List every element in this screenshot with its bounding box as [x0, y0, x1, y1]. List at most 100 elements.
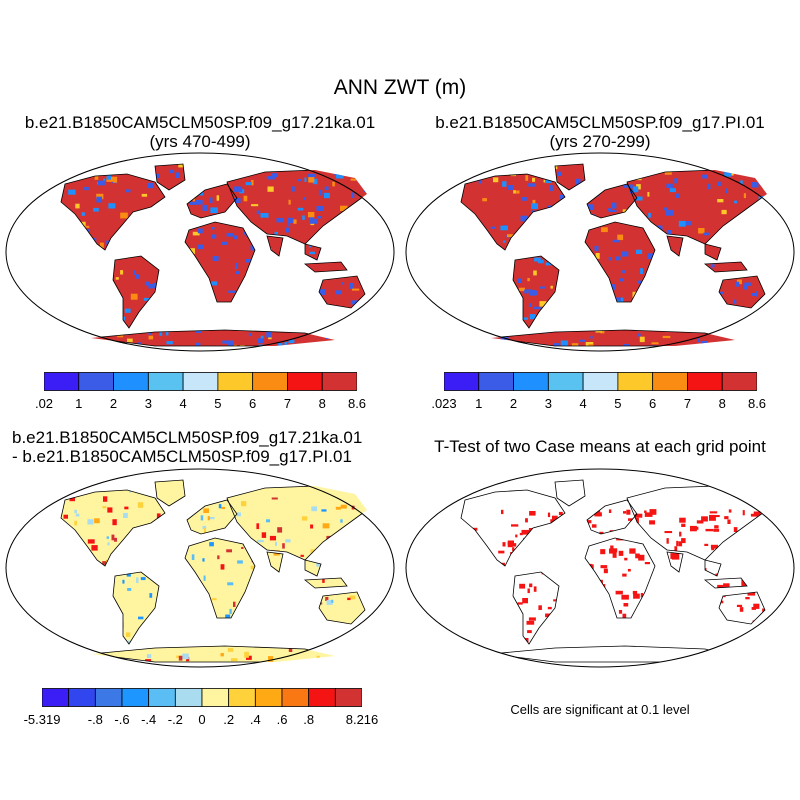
colorbar-label: 6: [249, 396, 257, 411]
colorbar-label: -.2: [167, 712, 183, 727]
colorbar-swatch: [308, 688, 336, 707]
coastline-africa: [584, 221, 656, 303]
coastline-africa: [184, 221, 256, 303]
colorbar-label: 8.216: [345, 712, 379, 727]
coastline-australia: [718, 275, 766, 309]
colorbar-label: 6: [649, 396, 657, 411]
coastline-se-asia: [304, 243, 322, 261]
map-bottom-right: [405, 468, 795, 668]
colorbar-label: 4: [179, 396, 187, 411]
colorbar-swatch: [617, 372, 654, 391]
map-border: [5, 468, 395, 668]
colorbar-label: -.6: [114, 712, 130, 727]
map-border: [405, 468, 795, 668]
colorbar-label: 7: [283, 396, 292, 411]
colorbar-label: .8: [303, 712, 315, 727]
colorbar-label: 5: [614, 396, 622, 411]
colorbar-label: 0: [198, 712, 206, 727]
colorbar-label: .6: [276, 712, 288, 727]
panel-bottom-left-title: b.e21.B1850CAM5CLM50SP.f09_g17.21ka.01: [12, 428, 363, 447]
panel-top-left-subtitle: (yrs 470-499): [149, 132, 251, 151]
coastline-se-asia: [704, 559, 722, 577]
coastline-north-america: [460, 489, 566, 567]
colorbar-swatch: [513, 372, 549, 391]
colorbar-label: -.8: [87, 712, 103, 727]
colorbar-swatch: [334, 688, 362, 707]
coastline-australia: [318, 591, 366, 625]
figure-title: ANN ZWT (m): [333, 76, 467, 99]
colorbar-label: 8.6: [747, 396, 767, 411]
colorbar-label: 2: [509, 396, 518, 411]
colorbar-top-left: [44, 372, 357, 391]
coastline-europe: [586, 183, 638, 219]
colorbar-swatch: [148, 688, 176, 707]
colorbar-swatch: [44, 372, 80, 391]
map-border: [405, 152, 795, 352]
colorbar-swatch: [147, 372, 184, 391]
colorbar-label: 3: [144, 396, 152, 411]
colorbar-swatch: [652, 372, 688, 391]
colorbar-swatch: [68, 688, 96, 707]
colorbar-swatch: [687, 372, 723, 391]
panel-top-right-title: b.e21.B1850CAM5CLM50SP.f09_g17.PI.01: [435, 113, 765, 132]
colorbar-swatch: [547, 372, 584, 391]
coastline-south-america: [512, 571, 560, 645]
coastline-north-america: [60, 489, 166, 567]
colorbar-label: -5.319: [23, 712, 61, 727]
colorbar-label: .2: [223, 712, 235, 727]
colorbar-swatch: [721, 372, 757, 391]
coastline-indonesia: [703, 261, 748, 273]
coastline-south-america: [112, 255, 160, 329]
coastline-india: [266, 235, 284, 257]
coastline-india: [266, 551, 284, 573]
colorbar-bottom-left: [42, 688, 362, 707]
colorbar-swatch: [321, 372, 357, 391]
colorbar-swatch: [582, 372, 619, 391]
colorbar-swatch: [78, 372, 114, 391]
coastline-indonesia: [703, 577, 748, 589]
colorbar-swatch: [228, 688, 256, 707]
coastline-europe: [186, 499, 238, 535]
map-bottom-left: [5, 468, 395, 668]
colorbar-label: .02: [34, 396, 54, 411]
colorbar-swatch: [121, 688, 150, 707]
coastline-greenland: [554, 163, 586, 191]
coastline-indonesia: [303, 261, 348, 273]
panel-top-right-subtitle: (yrs 270-299): [549, 132, 651, 151]
colorbar-label: 7: [683, 396, 692, 411]
colorbar-label: 5: [214, 396, 222, 411]
coastline-north-america: [60, 173, 166, 251]
colorbar-label: 8: [318, 396, 326, 411]
colorbar-swatch: [201, 688, 230, 707]
colorbar-label: 4: [579, 396, 587, 411]
colorbar-top-right: [444, 372, 757, 391]
coastline-india: [666, 551, 684, 573]
significance-note: Cells are significant at 0.1 level: [510, 702, 690, 717]
colorbar-swatch: [254, 688, 283, 707]
coastline-europe: [186, 183, 238, 219]
colorbar-swatch: [182, 372, 219, 391]
coastline-greenland: [554, 479, 586, 507]
coastline-africa: [584, 537, 656, 619]
map-border: [5, 152, 395, 352]
colorbar-swatch: [42, 688, 70, 707]
coastline-se-asia: [304, 559, 322, 577]
colorbar-swatch: [113, 372, 149, 391]
colorbar-label: 3: [544, 396, 552, 411]
colorbar-label: 1: [475, 396, 483, 411]
colorbar-label: 2: [109, 396, 118, 411]
panel-bottom-right-title: T-Test of two Case means at each grid po…: [434, 437, 766, 456]
map-top-right: [405, 152, 795, 352]
colorbar-swatch: [217, 372, 254, 391]
colorbar-label: .4: [249, 712, 261, 727]
colorbar-swatch: [287, 372, 323, 391]
coastline-south-america: [112, 571, 160, 645]
colorbar-swatch: [281, 688, 310, 707]
panel-top-left-title: b.e21.B1850CAM5CLM50SP.f09_g17.21ka.01: [24, 113, 376, 132]
coastline-north-america: [460, 173, 566, 251]
colorbar-swatch: [174, 688, 203, 707]
coastline-south-america: [512, 255, 560, 329]
colorbar-label: 8: [718, 396, 726, 411]
coastline-australia: [318, 275, 366, 309]
coastline-india: [666, 235, 684, 257]
